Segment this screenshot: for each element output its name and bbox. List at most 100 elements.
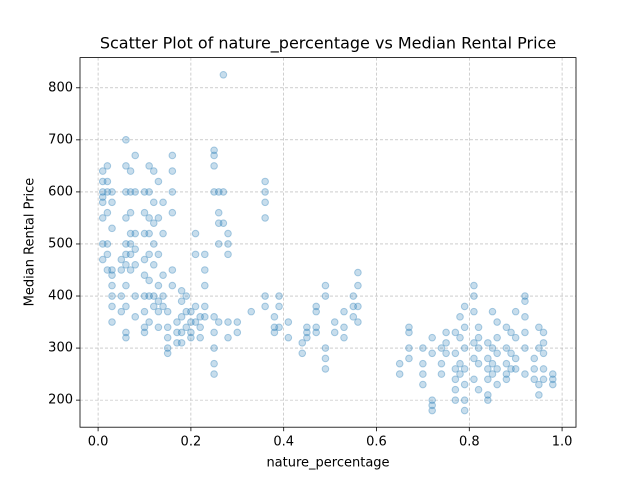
point — [103, 240, 112, 248]
point — [437, 344, 446, 352]
point — [488, 359, 497, 368]
point — [460, 406, 469, 415]
points — [98, 70, 557, 415]
x-tick-label: 0.4 — [273, 435, 294, 450]
point — [511, 365, 520, 373]
point — [173, 328, 181, 337]
point — [451, 375, 460, 384]
point — [122, 240, 130, 248]
point — [321, 292, 330, 300]
point — [219, 188, 228, 196]
point — [470, 281, 478, 290]
point — [163, 333, 172, 342]
point — [163, 344, 172, 352]
point — [182, 292, 191, 300]
point — [117, 255, 126, 264]
point — [539, 339, 548, 347]
point — [493, 318, 501, 326]
point — [511, 354, 520, 363]
point — [159, 271, 167, 279]
point — [108, 198, 116, 207]
point — [154, 281, 163, 290]
point — [354, 281, 362, 290]
point — [177, 313, 186, 321]
point — [126, 266, 135, 274]
point — [163, 349, 172, 358]
point — [154, 323, 163, 332]
point — [145, 214, 153, 222]
point — [507, 349, 515, 358]
point — [493, 349, 501, 358]
point — [502, 375, 511, 384]
point — [539, 349, 548, 358]
point — [488, 370, 497, 378]
point — [474, 385, 483, 394]
point — [154, 214, 163, 222]
point — [159, 292, 167, 300]
point — [122, 214, 130, 222]
point — [456, 370, 464, 378]
point — [428, 333, 436, 342]
point — [451, 385, 460, 394]
point — [145, 292, 153, 300]
point — [163, 323, 172, 332]
point — [159, 229, 167, 238]
point — [349, 313, 358, 321]
point — [470, 292, 478, 300]
point — [98, 177, 107, 186]
point — [493, 380, 501, 389]
point — [405, 354, 413, 363]
point — [149, 240, 158, 248]
point — [131, 188, 140, 196]
y-tick-label: 300 — [48, 341, 73, 356]
point — [312, 323, 320, 332]
point — [103, 188, 112, 196]
point — [214, 318, 223, 326]
point — [177, 328, 186, 337]
point — [159, 198, 167, 207]
point — [140, 328, 149, 337]
point — [224, 250, 232, 259]
point — [354, 318, 362, 326]
y-tick-label: 800 — [48, 80, 73, 95]
point — [108, 188, 116, 196]
point — [140, 323, 149, 332]
point — [270, 313, 279, 321]
point — [191, 250, 200, 259]
point — [131, 313, 140, 321]
point — [210, 370, 218, 378]
point — [145, 162, 153, 170]
point — [303, 333, 311, 342]
point — [530, 375, 539, 384]
point — [103, 208, 112, 217]
point — [126, 250, 135, 259]
point — [521, 313, 529, 321]
point — [340, 323, 348, 332]
point — [196, 323, 204, 332]
point — [312, 328, 320, 337]
point — [535, 344, 543, 352]
point — [224, 318, 232, 326]
point — [219, 70, 228, 79]
point — [210, 188, 218, 196]
point — [131, 229, 140, 238]
point — [474, 333, 483, 342]
point — [145, 276, 153, 285]
point — [303, 323, 311, 332]
point — [437, 370, 446, 378]
point — [405, 323, 413, 332]
point — [298, 349, 307, 358]
point — [224, 333, 232, 342]
point — [187, 328, 195, 337]
point — [330, 328, 339, 337]
point — [484, 396, 492, 404]
point — [140, 292, 149, 300]
point — [108, 302, 116, 311]
point — [488, 307, 497, 316]
point — [502, 344, 511, 352]
point — [126, 229, 135, 238]
point — [122, 250, 130, 259]
point — [456, 359, 464, 368]
point — [117, 292, 126, 300]
